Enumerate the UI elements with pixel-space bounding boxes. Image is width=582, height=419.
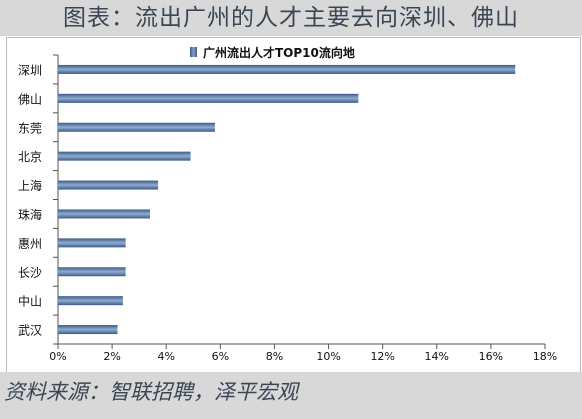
- bar: [58, 296, 123, 306]
- x-tick-label: 8%: [266, 350, 283, 363]
- bar: [58, 267, 126, 277]
- category-label: 长沙: [18, 266, 42, 280]
- x-tick-label: 4%: [157, 350, 174, 363]
- figure-title: 图表：流出广州的人才主要去向深圳、佛山: [0, 0, 582, 36]
- chart-legend: 广州流出人才TOP10流向地: [190, 43, 355, 61]
- bar: [58, 64, 516, 74]
- chart-bars: [58, 64, 516, 335]
- source-note: 资料来源：智联招聘，泽平宏观: [0, 372, 582, 419]
- category-label: 北京: [18, 150, 42, 164]
- x-tick-label: 10%: [316, 350, 340, 363]
- legend-label: 广州流出人才TOP10流向地: [203, 45, 355, 60]
- bar: [58, 238, 126, 248]
- bar: [58, 325, 118, 335]
- x-tick-label: 14%: [425, 350, 449, 363]
- category-label: 上海: [18, 178, 42, 193]
- bar: [58, 209, 150, 219]
- chart-axes: [53, 54, 546, 349]
- x-tick-label: 18%: [533, 350, 557, 363]
- category-label: 深圳: [18, 63, 42, 77]
- bar: [58, 122, 215, 132]
- bar: [58, 151, 191, 161]
- category-label: 惠州: [18, 237, 42, 251]
- x-tick-labels: 0% 2% 4% 6% 8% 10% 12% 14% 16% 18%: [49, 350, 557, 363]
- chart-frame: [6, 37, 581, 373]
- x-tick-label: 6%: [212, 350, 229, 363]
- category-label: 佛山: [18, 92, 42, 106]
- x-tick-label: 0%: [49, 350, 66, 363]
- x-tick-label: 2%: [103, 350, 120, 363]
- category-label: 中山: [18, 294, 42, 309]
- legend-swatch: [190, 47, 197, 57]
- bar: [58, 93, 359, 103]
- category-label: 武汉: [18, 324, 42, 338]
- category-label: 东莞: [18, 121, 42, 135]
- category-label: 珠海: [18, 207, 42, 222]
- x-tick-label: 12%: [370, 350, 394, 363]
- bar: [58, 180, 159, 190]
- x-tick-label: 16%: [479, 350, 503, 363]
